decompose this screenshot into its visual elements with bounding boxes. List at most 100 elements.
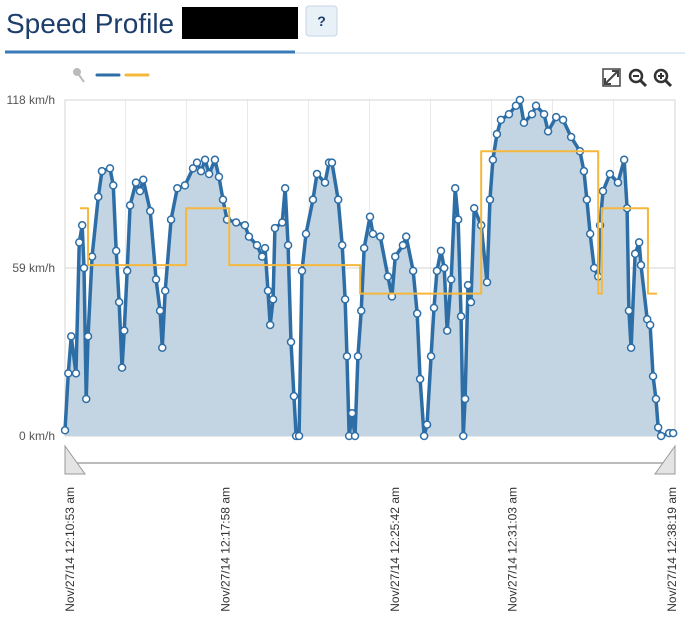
point <box>463 280 473 290</box>
point <box>645 320 655 330</box>
page-title: Speed Profile <box>6 8 174 39</box>
point <box>624 306 634 315</box>
point <box>543 127 553 136</box>
point <box>139 175 148 184</box>
point <box>626 343 636 352</box>
range-handle-right[interactable] <box>654 444 676 475</box>
zoom-in[interactable] <box>653 68 673 88</box>
y-tick-label: 59 km/h <box>12 261 55 275</box>
point <box>327 158 337 167</box>
y-tick-label: 118 km/h <box>7 93 55 107</box>
point <box>280 184 290 193</box>
point <box>158 343 167 352</box>
point <box>460 394 470 404</box>
point <box>619 155 629 165</box>
point <box>196 166 206 176</box>
point <box>180 181 190 190</box>
point <box>492 129 502 139</box>
point <box>71 369 81 378</box>
point <box>277 218 287 227</box>
point <box>114 297 124 307</box>
point <box>422 420 432 429</box>
point <box>453 215 463 224</box>
point <box>350 431 360 441</box>
point <box>439 263 449 273</box>
point <box>60 426 70 435</box>
point <box>415 374 425 384</box>
point <box>119 326 129 335</box>
point <box>79 263 89 273</box>
point <box>337 240 347 250</box>
point <box>66 332 76 341</box>
point <box>218 195 228 204</box>
point <box>340 295 350 304</box>
point <box>442 326 452 335</box>
point <box>412 309 422 318</box>
point <box>398 240 408 250</box>
point <box>426 352 436 361</box>
point <box>653 423 663 432</box>
y-tick-label: 0 km/h <box>19 429 55 443</box>
point <box>579 166 589 176</box>
point <box>283 240 293 250</box>
point <box>173 184 182 193</box>
point <box>145 206 155 216</box>
point <box>342 352 352 361</box>
point <box>589 263 599 273</box>
point <box>456 312 466 321</box>
point <box>188 164 198 173</box>
point <box>155 306 165 315</box>
point <box>668 428 678 438</box>
point <box>308 195 318 204</box>
point <box>214 172 224 182</box>
help-button[interactable] <box>305 5 338 37</box>
point <box>585 229 595 239</box>
point <box>605 169 615 179</box>
point <box>429 303 439 313</box>
point <box>117 363 127 372</box>
help-label[interactable]: ? <box>317 13 326 29</box>
x-tick-label: Nov/27/14 12:31:03 am <box>506 487 520 612</box>
point <box>558 115 568 125</box>
plot <box>60 95 678 441</box>
point <box>135 186 145 196</box>
point <box>436 246 446 256</box>
point <box>83 332 93 341</box>
point <box>265 320 275 330</box>
point <box>244 232 254 241</box>
point <box>192 158 202 167</box>
point <box>260 243 270 253</box>
point <box>166 215 176 224</box>
legend-key-icon <box>73 68 85 83</box>
point <box>469 203 479 213</box>
zoom-reset[interactable] <box>602 68 621 87</box>
point <box>515 95 525 105</box>
point <box>286 337 296 347</box>
point <box>598 186 608 196</box>
point <box>210 155 220 165</box>
point <box>105 164 115 173</box>
point <box>613 178 623 187</box>
point <box>630 249 640 259</box>
point <box>539 109 549 119</box>
point <box>263 286 273 296</box>
point <box>390 252 400 261</box>
range-handle-left[interactable] <box>64 444 86 475</box>
point <box>125 201 135 210</box>
point <box>94 192 103 202</box>
point <box>482 277 492 287</box>
point <box>64 369 73 378</box>
point <box>419 431 429 441</box>
point <box>87 252 97 261</box>
point <box>333 195 343 204</box>
point <box>240 221 250 230</box>
point <box>383 272 393 281</box>
zoom-out[interactable] <box>628 68 648 88</box>
point <box>519 118 529 128</box>
x-tick-label: Nov/27/14 12:17:58 am <box>219 487 233 612</box>
point <box>231 218 241 227</box>
point <box>81 394 91 404</box>
point <box>466 297 476 307</box>
point <box>636 260 646 270</box>
point <box>359 243 369 253</box>
